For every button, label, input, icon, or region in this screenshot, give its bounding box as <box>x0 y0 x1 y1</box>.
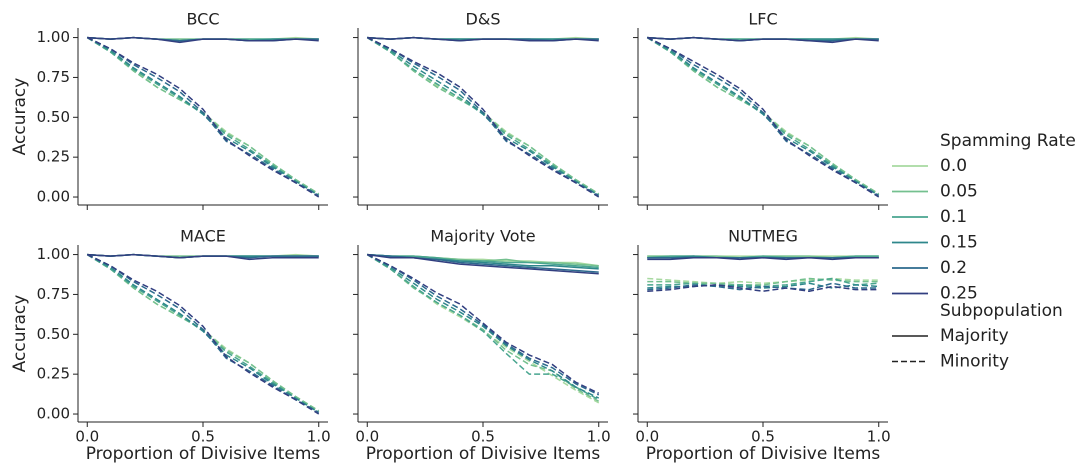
line-minority <box>86 253 320 415</box>
x-tick-label: 0.5 <box>751 428 775 446</box>
line-minority <box>647 277 879 288</box>
line-majority <box>367 36 599 42</box>
y-tick-label: 0.25 <box>37 365 70 383</box>
legend-label: Majority <box>940 326 1009 346</box>
legend-label: 0.0 <box>940 156 967 176</box>
legend-label: Minority <box>940 352 1009 372</box>
x-tick-label: 0.5 <box>191 428 215 446</box>
line-majority <box>647 257 879 261</box>
y-tick-label: 0.75 <box>37 68 70 86</box>
line-minority <box>366 253 600 394</box>
line-minority <box>366 36 600 198</box>
x-tick-label: 0.5 <box>471 428 495 446</box>
legend-subtitle: Subpopulation <box>940 301 1063 321</box>
line-majority <box>367 253 599 269</box>
line-minority <box>647 284 879 293</box>
line-minority <box>366 253 600 396</box>
line-minority <box>366 36 600 197</box>
line-minority <box>647 277 879 285</box>
legend-label: 0.05 <box>940 182 978 202</box>
legend-label: 0.15 <box>940 233 978 253</box>
x-tick-label: 0.0 <box>355 428 379 446</box>
x-axis-label: Proportion of Divisive Items <box>646 444 881 463</box>
line-majority <box>367 253 599 275</box>
subplot-title: BCC <box>186 10 219 29</box>
line-minority <box>646 36 880 198</box>
line-minority <box>647 282 879 291</box>
x-tick-label: 0.0 <box>75 428 99 446</box>
subplot-title: MACE <box>180 227 226 246</box>
x-tick-label: 1.0 <box>307 428 331 446</box>
x-tick-label: 1.0 <box>587 428 611 446</box>
line-minority <box>366 36 600 197</box>
y-axis-label: Accuracy <box>10 295 30 373</box>
y-tick-label: 0.25 <box>37 148 70 166</box>
subplot-title: Majority Vote <box>430 227 535 246</box>
x-axis-label: Proportion of Divisive Items <box>86 444 321 463</box>
legend-label: 0.2 <box>940 258 967 278</box>
x-axis-label: Proportion of Divisive Items <box>366 444 601 463</box>
line-majority <box>87 253 319 261</box>
y-tick-label: 0.00 <box>37 188 70 206</box>
legend-label: 0.1 <box>940 207 967 227</box>
line-minority <box>86 36 320 197</box>
y-tick-label: 1.00 <box>37 245 70 263</box>
y-tick-label: 1.00 <box>37 28 70 46</box>
y-tick-label: 0.50 <box>37 325 70 343</box>
line-majority <box>647 36 879 44</box>
line-minority <box>366 253 600 401</box>
line-majority <box>87 36 319 44</box>
subplot-title: LFC <box>748 10 777 29</box>
y-tick-label: 0.00 <box>37 405 70 423</box>
legend-label: 0.25 <box>940 284 978 304</box>
line-minority <box>646 36 880 197</box>
line-minority <box>86 36 320 198</box>
y-axis-label: Accuracy <box>10 78 30 156</box>
line-minority <box>366 253 600 399</box>
line-minority <box>86 253 320 414</box>
line-minority <box>366 253 600 402</box>
x-tick-label: 1.0 <box>867 428 891 446</box>
legend-title: Spamming Rate <box>940 131 1076 151</box>
line-minority <box>646 36 880 197</box>
y-tick-label: 0.75 <box>37 285 70 303</box>
x-tick-label: 0.0 <box>635 428 659 446</box>
subplot-title: D&S <box>466 10 501 29</box>
subplot-title: NUTMEG <box>728 227 798 246</box>
y-tick-label: 0.50 <box>37 108 70 126</box>
line-minority <box>86 36 320 197</box>
line-minority <box>86 253 320 414</box>
